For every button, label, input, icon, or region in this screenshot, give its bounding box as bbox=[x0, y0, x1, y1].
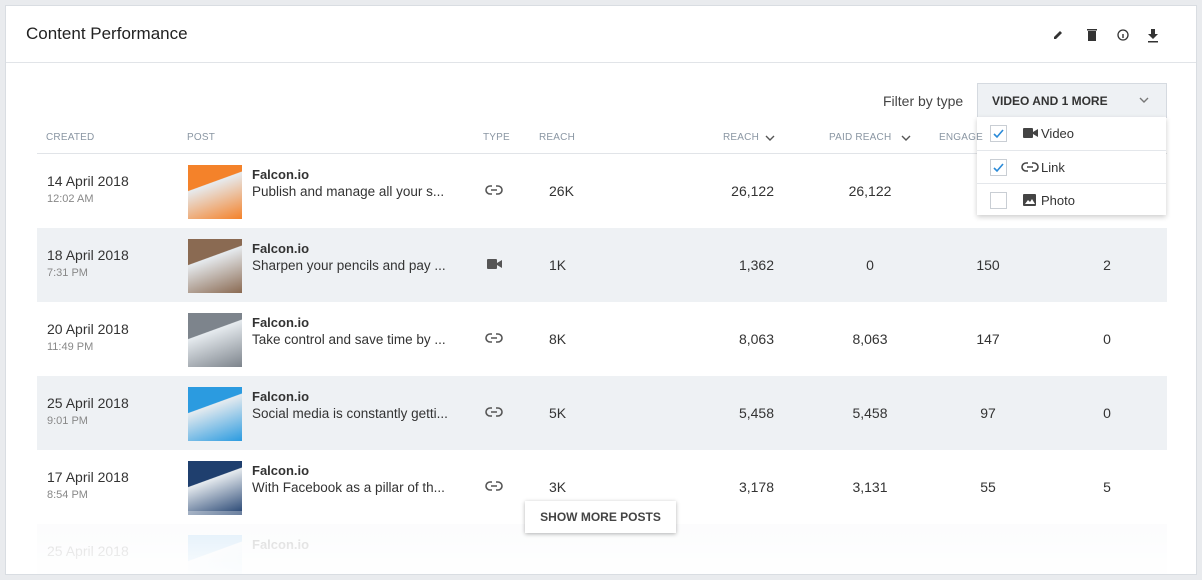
column-header: POST bbox=[187, 132, 216, 143]
checkbox[interactable] bbox=[990, 159, 1007, 176]
engagement: 147 bbox=[976, 331, 1000, 347]
post-text: With Facebook as a pillar of th... bbox=[252, 480, 445, 495]
created-date: 25 April 2018 bbox=[47, 395, 129, 411]
option-label: Link bbox=[1041, 160, 1065, 175]
sort-icon[interactable] bbox=[764, 133, 776, 143]
thumbnail bbox=[188, 165, 242, 219]
column-header[interactable]: REACH bbox=[696, 132, 775, 143]
other: 0 bbox=[1103, 331, 1111, 347]
column-header: CREATED bbox=[46, 132, 95, 143]
post-brand: Falcon.io bbox=[252, 241, 310, 256]
type-icon bbox=[485, 329, 503, 352]
paid-reach: 8,063 bbox=[852, 331, 888, 347]
option-label: Video bbox=[1041, 126, 1075, 141]
divider bbox=[6, 62, 1196, 63]
option-label: Photo bbox=[1041, 193, 1075, 208]
thumbnail bbox=[188, 313, 242, 367]
filter-button-text: VIDEO AND 1 MORE bbox=[992, 94, 1108, 108]
other: 2 bbox=[1103, 257, 1111, 273]
column-header[interactable]: PAID REACH bbox=[829, 132, 911, 143]
thumbnail bbox=[188, 387, 242, 441]
paid-reach: 5,458 bbox=[852, 405, 888, 421]
delete-icon[interactable] bbox=[1088, 31, 1096, 41]
post-brand: Falcon.io bbox=[252, 315, 310, 330]
post-brand: Falcon.io bbox=[252, 463, 310, 478]
filter-button[interactable]: VIDEO AND 1 MORE bbox=[977, 83, 1167, 118]
post-text: Sharpen your pencils and pay ... bbox=[252, 258, 446, 273]
paid-reach: 3,131 bbox=[852, 479, 888, 495]
created-date: 17 April 2018 bbox=[47, 469, 129, 485]
reach-short: 5K bbox=[549, 405, 567, 421]
reach: 26,122 bbox=[731, 183, 774, 199]
checkbox[interactable] bbox=[990, 192, 1007, 209]
table-row[interactable]: 17 April 2018 8:54 PM Falcon.io With Facebo… bbox=[37, 450, 1167, 524]
option-icon bbox=[1021, 124, 1039, 147]
post-text: Take control and save time by ... bbox=[252, 332, 446, 347]
title: Content Performance bbox=[26, 24, 188, 43]
other: 5 bbox=[1103, 479, 1111, 495]
edit-icon[interactable] bbox=[1054, 31, 1062, 39]
table-row[interactable]: 14 April 2018 12:02 AM Falcon.io Publish an… bbox=[37, 154, 1167, 228]
thumbnail bbox=[188, 461, 242, 515]
post-text: Social media is constantly getti... bbox=[252, 406, 448, 421]
filter-option[interactable]: Photo bbox=[977, 183, 1166, 216]
toolbar[interactable] bbox=[1046, 26, 1171, 44]
reach: 1,362 bbox=[738, 257, 774, 273]
option-icon bbox=[1021, 191, 1039, 214]
paid-reach: 0 bbox=[866, 257, 874, 273]
show-more-button[interactable]: SHOW MORE POSTS bbox=[525, 501, 676, 533]
filter-option[interactable]: Video bbox=[977, 117, 1166, 149]
option-icon bbox=[1021, 158, 1039, 181]
sort-icon[interactable] bbox=[900, 133, 912, 143]
other: 0 bbox=[1103, 405, 1111, 421]
created-time: 12:02 AM bbox=[47, 193, 94, 205]
type-icon bbox=[485, 477, 503, 500]
checkbox[interactable] bbox=[990, 125, 1007, 142]
column-header: TYPE bbox=[483, 132, 510, 143]
reach-short: 8K bbox=[549, 331, 567, 347]
created-time: 8:54 PM bbox=[47, 489, 88, 501]
engagement: 55 bbox=[980, 479, 996, 495]
created-time: 11:49 PM bbox=[47, 341, 94, 353]
type-icon bbox=[485, 181, 503, 204]
table-row[interactable]: 20 April 2018 11:49 PM Falcon.io Take contr… bbox=[37, 302, 1167, 376]
thumbnail bbox=[188, 239, 242, 293]
reach: 8,063 bbox=[738, 331, 774, 347]
reach: 3,178 bbox=[738, 479, 774, 495]
reach-short: 1K bbox=[549, 257, 567, 273]
created-date: 18 April 2018 bbox=[47, 247, 129, 263]
created-date: 20 April 2018 bbox=[47, 321, 129, 337]
reach-short: 26K bbox=[549, 183, 574, 199]
post-brand: Falcon.io bbox=[252, 167, 310, 182]
info-icon[interactable] bbox=[1117, 29, 1129, 41]
reach-short: 3K bbox=[549, 479, 567, 495]
type-icon bbox=[485, 255, 503, 278]
chevron bbox=[1139, 97, 1149, 103]
engagement: 97 bbox=[980, 405, 996, 421]
created-date: 14 April 2018 bbox=[47, 173, 129, 189]
post-text: Publish and manage all your s... bbox=[252, 184, 445, 199]
post-brand: Falcon.io bbox=[252, 389, 310, 404]
created-time: 7:31 PM bbox=[47, 267, 88, 279]
table-row[interactable]: 18 April 2018 7:31 PM Falcon.io Sharpen you… bbox=[37, 228, 1167, 302]
filter-label: Filter by type bbox=[883, 93, 964, 109]
filter-option[interactable]: Link bbox=[977, 150, 1166, 183]
engagement: 150 bbox=[976, 257, 1000, 273]
table-row[interactable]: 25 April 2018 9:01 PM Falcon.io Social medi… bbox=[37, 376, 1167, 450]
type-icon bbox=[485, 403, 503, 426]
filter-menu: Video Link Photo bbox=[977, 117, 1166, 215]
card: Content Performance Filter by type 14 Ap… bbox=[5, 5, 1197, 575]
column-header: REACH bbox=[539, 132, 576, 143]
download-icon[interactable] bbox=[1148, 29, 1158, 43]
created-time: 9:01 PM bbox=[47, 415, 88, 427]
paid-reach: 26,122 bbox=[848, 183, 892, 199]
column-header: ENGAGE bbox=[939, 132, 983, 143]
header-line bbox=[37, 153, 1167, 154]
reach: 5,458 bbox=[738, 405, 774, 421]
